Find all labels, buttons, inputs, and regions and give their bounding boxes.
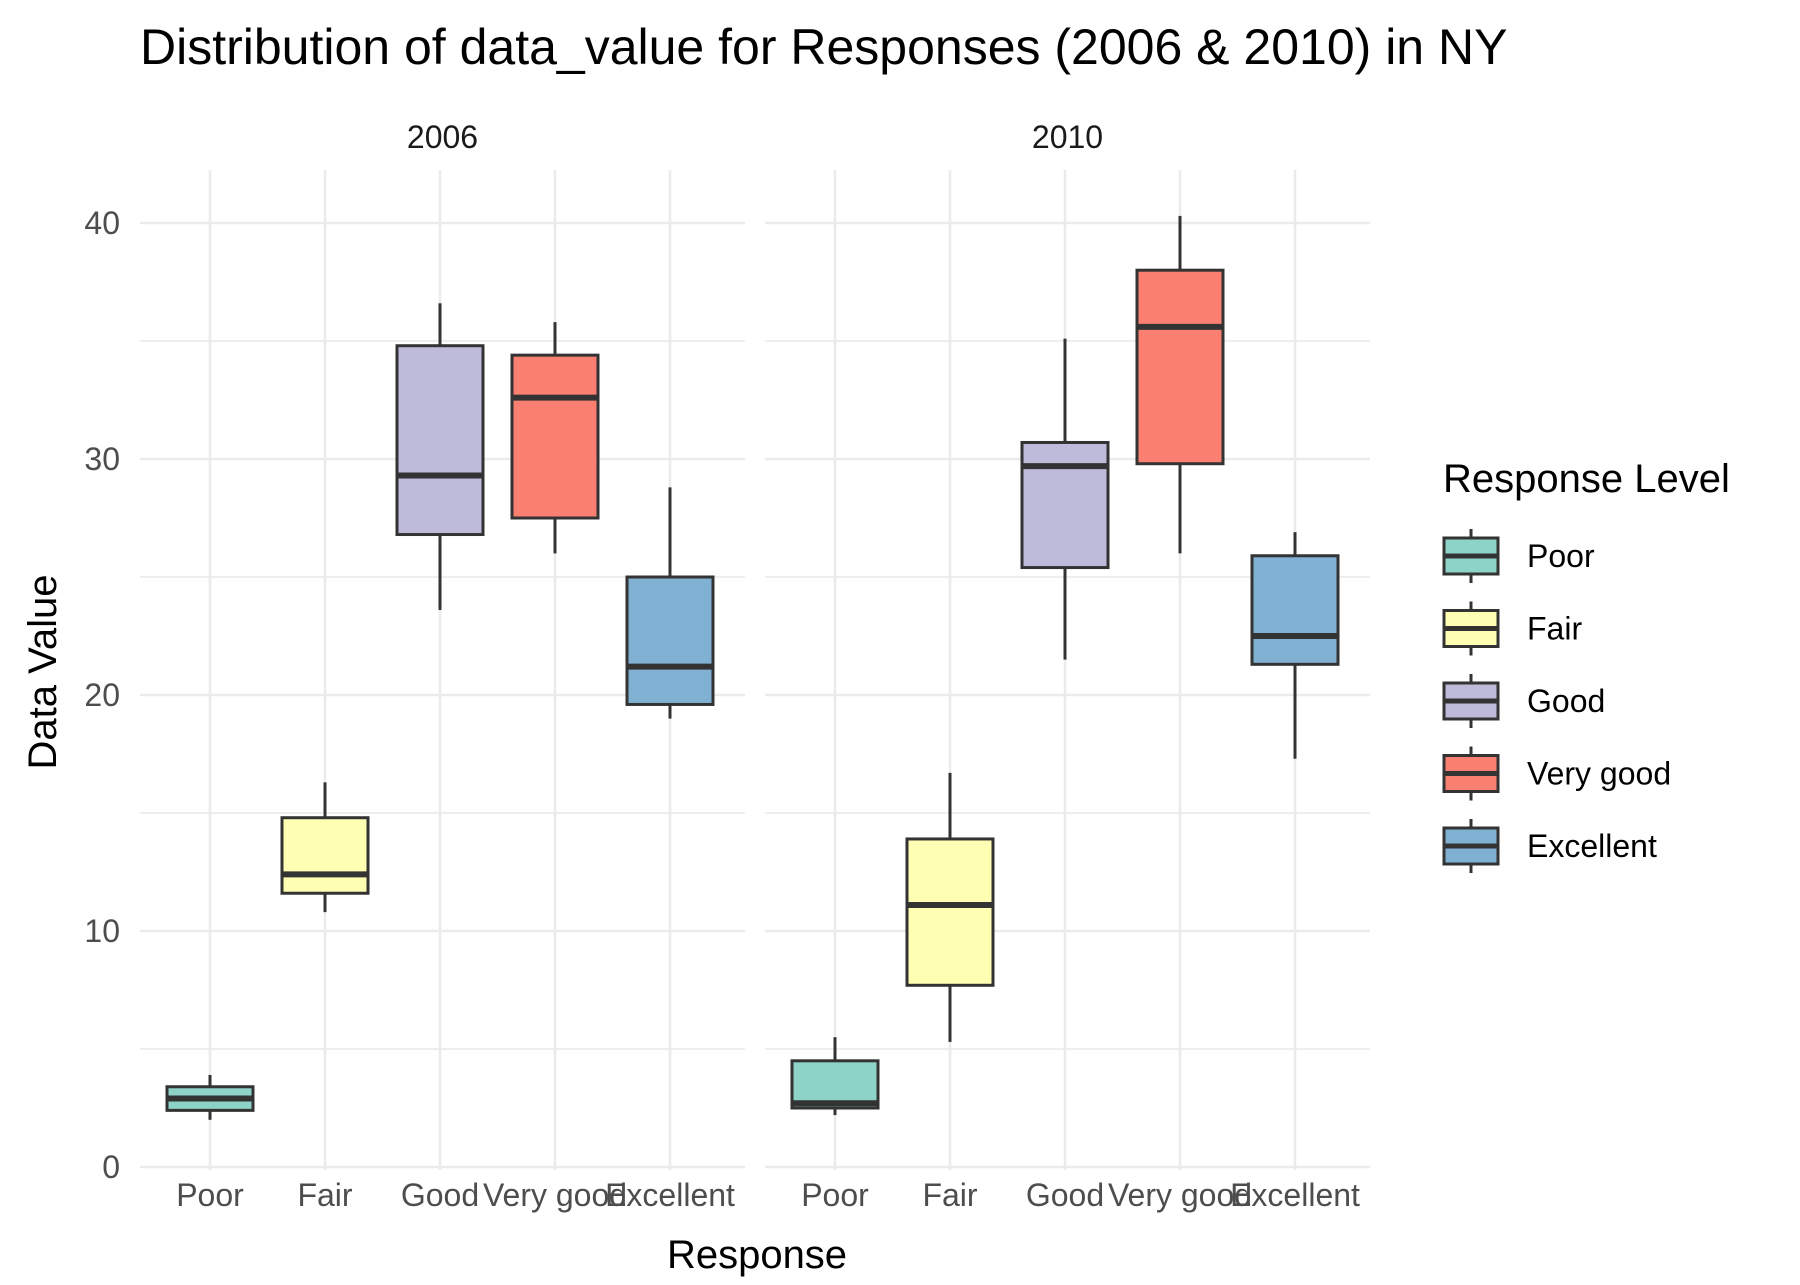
legend: Response Level Poor Fair Good Very good Exce… bbox=[1442, 457, 1730, 873]
x-axis-title: Response bbox=[667, 1233, 847, 1277]
legend-label-very-good: Very good bbox=[1527, 756, 1671, 792]
legend-title: Response Level bbox=[1443, 457, 1730, 501]
x-tick-label-good-2006: Good bbox=[401, 1177, 479, 1213]
facet-label-2006: 2006 bbox=[407, 119, 478, 155]
legend-item-very-good: Very good bbox=[1442, 746, 1671, 801]
legend-item-fair: Fair bbox=[1442, 601, 1582, 656]
legend-label-excellent: Excellent bbox=[1527, 828, 1657, 864]
box-poor-2010 bbox=[790, 1037, 880, 1116]
x-tick-label-poor-2010: Poor bbox=[801, 1177, 869, 1213]
box-good-2006 bbox=[395, 303, 485, 611]
y-axis: 0 10 20 30 40 bbox=[84, 205, 120, 1185]
x-tick-label-good-2010: Good bbox=[1026, 1177, 1104, 1213]
x-tick-label-excellent-2006: Excellent bbox=[605, 1177, 735, 1213]
box-fair-2010 bbox=[905, 772, 995, 1042]
iqr-box-good-2006 bbox=[395, 344, 485, 537]
iqr-box-poor-2010 bbox=[790, 1059, 880, 1110]
x-tick-label-excellent-2010: Excellent bbox=[1230, 1177, 1360, 1213]
box-very-good-2006 bbox=[510, 322, 600, 554]
box-very-good-2010 bbox=[1135, 215, 1225, 554]
box-excellent-2010 bbox=[1250, 532, 1340, 759]
box-fair-2006 bbox=[280, 782, 370, 913]
y-tick-label-20: 20 bbox=[84, 677, 120, 713]
iqr-box-excellent-2010 bbox=[1250, 554, 1340, 666]
legend-label-good: Good bbox=[1527, 683, 1605, 719]
x-tick-label-poor-2006: Poor bbox=[176, 1177, 244, 1213]
y-tick-label-40: 40 bbox=[84, 205, 120, 241]
chart-title: Distribution of data_value for Responses… bbox=[140, 19, 1507, 75]
x-tick-label-fair-2006: Fair bbox=[297, 1177, 352, 1213]
x-tick-label-very-good-2010: Very good bbox=[1108, 1177, 1252, 1213]
x-tick-label-very-good-2006: Very good bbox=[483, 1177, 627, 1213]
facet-label-2010: 2010 bbox=[1032, 119, 1103, 155]
x-tick-label-fair-2010: Fair bbox=[922, 1177, 977, 1213]
box-poor-2006 bbox=[165, 1074, 255, 1120]
box-excellent-2006 bbox=[625, 487, 715, 719]
legend-item-excellent: Excellent bbox=[1442, 819, 1657, 873]
iqr-box-good-2010 bbox=[1020, 440, 1110, 570]
legend-item-poor: Poor bbox=[1442, 529, 1595, 583]
legend-label-poor: Poor bbox=[1527, 538, 1595, 574]
iqr-box-very-good-2006 bbox=[510, 353, 600, 520]
y-axis-title: Data Value bbox=[21, 575, 65, 770]
iqr-box-fair-2010 bbox=[905, 837, 995, 987]
iqr-box-excellent-2006 bbox=[625, 575, 715, 706]
y-tick-label-0: 0 bbox=[102, 1149, 120, 1185]
y-tick-label-30: 30 bbox=[84, 441, 120, 477]
legend-label-fair: Fair bbox=[1527, 611, 1582, 647]
y-tick-label-10: 10 bbox=[84, 913, 120, 949]
iqr-box-fair-2006 bbox=[280, 816, 370, 895]
legend-item-good: Good bbox=[1442, 674, 1605, 728]
iqr-box-very-good-2010 bbox=[1135, 268, 1225, 466]
box-good-2010 bbox=[1020, 338, 1110, 660]
